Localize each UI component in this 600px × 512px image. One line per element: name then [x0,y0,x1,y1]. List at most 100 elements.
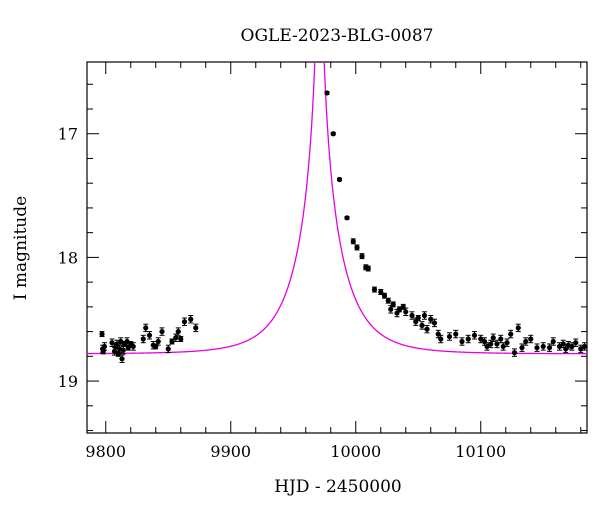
data-point [488,339,494,349]
model-curve [87,62,587,355]
data-marker [188,316,194,322]
data-marker [421,312,428,319]
data-point [100,348,106,355]
data-marker [494,341,500,347]
data-point [421,311,428,320]
data-marker [540,343,546,350]
data-point [354,244,360,251]
data-point [424,324,430,334]
y-tick-label: 19 [58,372,78,391]
data-point [438,334,444,344]
data-marker [528,336,534,342]
data-marker [120,347,126,353]
data-point [365,265,371,272]
data-marker [109,340,115,346]
data-marker [534,345,540,351]
data-marker [153,343,159,350]
data-marker [453,331,459,337]
data-point [453,329,459,339]
data-point [359,253,365,260]
plot-area [86,61,588,434]
data-marker [446,333,453,340]
data-marker [400,304,406,310]
data-point [120,345,126,355]
data-point [569,342,575,351]
data-marker [159,328,165,335]
data-point [390,301,396,308]
data-marker [435,331,441,337]
data-point [471,331,478,340]
data-point [371,286,378,293]
data-point [490,333,496,342]
data-marker [519,345,525,351]
data-marker [124,338,130,345]
data-marker [119,356,125,362]
data-marker [428,316,434,322]
data-point [130,342,136,351]
data-point [119,354,125,364]
data-marker [573,340,579,346]
data-marker [100,348,106,354]
data-marker [424,326,430,332]
data-marker [385,298,391,304]
data-marker [390,301,396,307]
data-marker [155,338,161,345]
data-marker [550,338,556,345]
data-point [573,338,579,347]
data-point [344,215,350,221]
x-tick-label: 10100 [455,442,506,461]
x-tick-label: 9800 [85,442,126,461]
data-marker [498,336,504,342]
data-point [350,238,356,245]
data-point [336,176,343,183]
data-point [446,332,453,341]
data-marker [371,286,378,293]
data-marker [419,322,425,329]
data-point [465,334,471,344]
data-marker [324,90,330,96]
data-point [188,315,194,324]
data-points-layer [99,90,587,364]
data-point [143,323,149,333]
data-marker [330,131,336,137]
data-point [385,297,391,304]
data-marker [396,306,403,312]
data-marker [173,335,179,341]
data-point [181,317,188,326]
data-point [550,337,556,346]
data-point [115,350,121,357]
data-point [173,333,179,342]
data-point [178,336,184,342]
data-point [515,323,521,333]
data-point [519,343,525,352]
data-point [500,342,506,351]
x-tick-label: 9900 [210,442,251,461]
data-point [140,334,146,344]
data-point [534,343,540,352]
data-point [578,344,584,354]
data-point [193,323,199,333]
data-point [459,337,465,346]
data-marker [336,176,343,183]
data-marker [118,338,124,345]
data-point [419,321,425,330]
data-marker [181,319,188,325]
data-marker [471,332,478,338]
data-point [378,289,384,295]
data-point [381,292,388,299]
data-marker [511,350,518,356]
data-marker [381,293,388,299]
data-marker [546,345,553,351]
data-marker [143,325,149,331]
data-marker [431,320,438,326]
data-point [528,334,534,344]
data-marker [350,238,356,244]
data-marker [481,338,488,345]
data-point [403,307,409,317]
data-point [508,329,514,339]
data-marker [581,343,587,350]
data-point [99,331,105,338]
data-marker [403,309,409,315]
data-marker [560,341,566,347]
